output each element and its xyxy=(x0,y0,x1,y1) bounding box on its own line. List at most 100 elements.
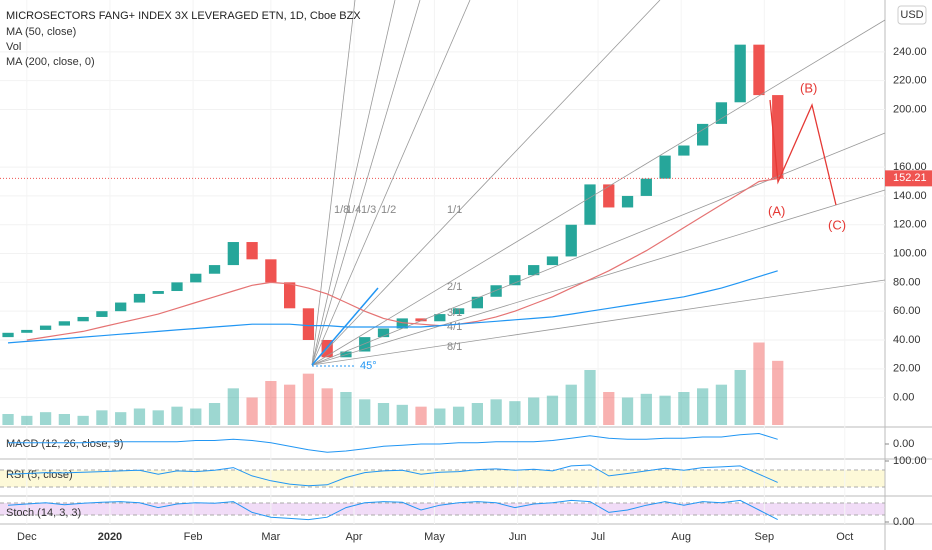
candle xyxy=(39,325,52,330)
y-tick-label: 140.00 xyxy=(893,190,927,202)
volume-bar xyxy=(321,388,333,425)
x-tick-label: Mar xyxy=(261,531,280,543)
x-tick-label: Dec xyxy=(17,531,37,543)
candle xyxy=(452,308,465,315)
volume-bar xyxy=(208,403,221,425)
x-tick-label: Sep xyxy=(755,531,775,543)
volume-bar xyxy=(340,392,352,425)
volume-bar xyxy=(2,414,14,425)
volume-bar xyxy=(96,410,108,425)
volume-bar xyxy=(415,406,427,425)
y-tick-label: 200.00 xyxy=(893,103,927,115)
angle-label: 45° xyxy=(360,360,377,372)
volume-bar xyxy=(434,408,446,425)
legend: MICROSECTORS FANG+ INDEX 3X LEVERAGED ET… xyxy=(6,10,361,68)
volume-bar xyxy=(772,360,784,425)
volume-bar xyxy=(528,397,540,425)
x-tick-label: Aug xyxy=(671,531,691,543)
candle xyxy=(359,337,371,352)
candle xyxy=(678,145,690,156)
fan-label: 3/1 xyxy=(447,307,462,319)
wave-label: (C) xyxy=(828,217,846,232)
y-tick-label: 80.00 xyxy=(893,276,921,288)
volume-bar xyxy=(546,395,559,425)
candle xyxy=(659,155,671,179)
candle xyxy=(21,329,33,333)
fan-label: 1/8 xyxy=(334,204,349,216)
fan-label: 1/3 xyxy=(361,204,376,216)
fan-label: 1/1 xyxy=(447,204,462,216)
price-pane xyxy=(0,0,885,524)
currency[interactable]: USD xyxy=(900,9,923,21)
title: MICROSECTORS FANG+ INDEX 3X LEVERAGED ET… xyxy=(6,10,361,22)
fan-label: 4/1 xyxy=(447,321,462,333)
legend-entry: MA (200, close, 0) xyxy=(6,56,95,68)
candle xyxy=(96,311,108,317)
wave-label: (B) xyxy=(800,80,817,95)
volume-bar xyxy=(227,388,239,425)
volume-bar xyxy=(621,397,634,425)
fan-line xyxy=(311,189,886,366)
volume-bar xyxy=(302,373,315,425)
wave-label: (A) xyxy=(768,203,785,218)
candle xyxy=(171,282,183,292)
volume-bar xyxy=(359,399,371,425)
volume-bar xyxy=(509,401,521,425)
candle xyxy=(734,44,746,103)
y-tick-label: 0.00 xyxy=(893,516,914,528)
candle xyxy=(509,275,521,286)
fan-label: 8/1 xyxy=(447,341,462,353)
volume-bar xyxy=(133,408,146,425)
macd-label: MACD (12, 26, close, 9) xyxy=(6,438,123,450)
last-price-label: 152.21 xyxy=(893,172,927,184)
candle xyxy=(434,314,446,322)
fan-label: 1/2 xyxy=(381,204,396,216)
volume-bar xyxy=(115,412,127,425)
y-tick-label: 240.00 xyxy=(893,46,927,58)
candle xyxy=(284,282,296,309)
candle xyxy=(565,224,577,257)
volume-bar xyxy=(21,415,33,425)
currency-button[interactable] xyxy=(897,5,927,25)
ma-line xyxy=(26,178,778,341)
candle xyxy=(190,273,202,283)
volume-bar xyxy=(603,392,615,425)
fan-line xyxy=(311,0,356,366)
fan-line xyxy=(311,19,886,366)
stoch-label: Stoch (14, 3, 3) xyxy=(6,507,81,519)
stoch-line xyxy=(7,499,778,521)
volume-bar xyxy=(490,399,502,425)
candle xyxy=(584,184,596,225)
x-tick-label: Feb xyxy=(184,531,203,543)
candle xyxy=(715,102,728,124)
volume-bar xyxy=(39,412,52,425)
candle xyxy=(621,195,634,208)
volume-bar xyxy=(734,370,746,425)
fan-line xyxy=(311,132,886,366)
y-tick-label: 0.00 xyxy=(893,392,914,404)
fan-line xyxy=(311,0,471,366)
volume-bar xyxy=(452,406,465,425)
candle xyxy=(58,321,70,326)
y-tick-label: 120.00 xyxy=(893,219,927,231)
candle xyxy=(490,285,502,297)
candle xyxy=(546,256,559,266)
candle xyxy=(227,242,239,266)
volume-bar xyxy=(152,410,164,425)
volume-bar xyxy=(265,381,277,425)
x-tick-label: Jul xyxy=(591,531,605,543)
volume-bar xyxy=(171,406,183,425)
x-tick-label: Oct xyxy=(836,531,853,543)
legend-entry: MA (50, close) xyxy=(6,26,76,38)
y-tick-label: 100.00 xyxy=(893,455,927,467)
volume-bar xyxy=(471,403,483,425)
volume-bar xyxy=(284,384,296,425)
volume-bar xyxy=(584,370,596,425)
candle xyxy=(246,242,258,260)
last-price-tag xyxy=(885,170,932,187)
macd-line xyxy=(8,432,778,453)
volume-bar xyxy=(565,384,577,425)
rsi-label: RSI (5, close) xyxy=(6,469,73,481)
candle xyxy=(396,318,408,329)
